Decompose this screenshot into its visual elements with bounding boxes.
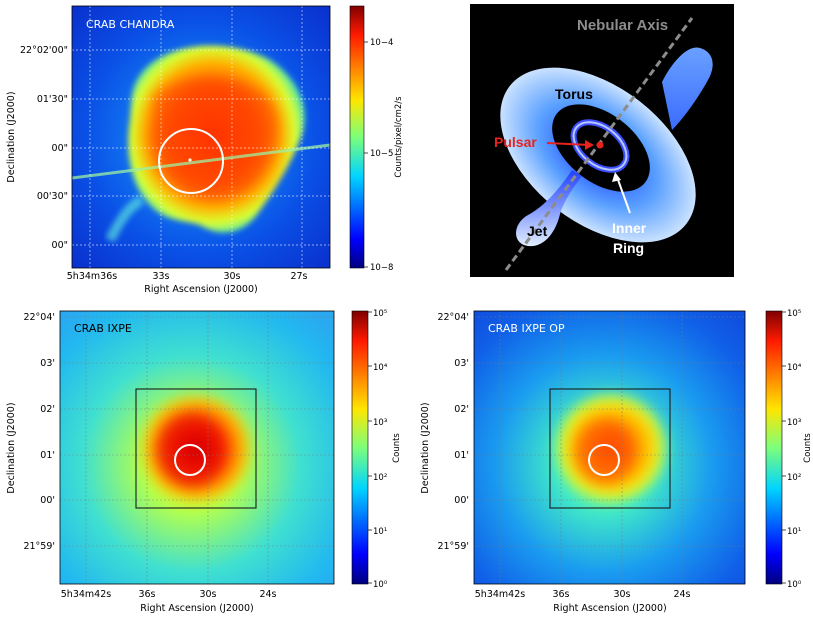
chandra-colorbar xyxy=(349,5,365,269)
ixpe-cb-tick: 10³ xyxy=(373,418,387,428)
chandra-xtick: 5h34m36s xyxy=(67,271,117,282)
ixpe-xtick: 5h34m42s xyxy=(61,589,111,600)
ixpe-xlabel: Right Ascension (J2000) xyxy=(140,603,253,614)
inner-ring-label-line2: Ring xyxy=(613,240,644,256)
chandra-ytick: 01'30" xyxy=(37,94,68,105)
pulsar-point xyxy=(188,158,192,162)
chandra-xticks: 5h34m36s 33s 30s 27s xyxy=(67,271,308,282)
chandra-title: CRAB CHANDRA xyxy=(86,18,175,31)
pulsar-arrow xyxy=(546,142,591,146)
ixpe-cb-tick: 10¹ xyxy=(373,527,387,537)
chandra-colorbar-label: Counts/pixel/cm2/s xyxy=(394,96,404,178)
ixpe-op-image xyxy=(474,311,745,584)
pulsar-label: Pulsar xyxy=(494,134,537,150)
ixpe-op-xtick: 24s xyxy=(673,589,690,600)
inner-ring-arrow xyxy=(616,176,631,214)
ixpe-xtick: 24s xyxy=(259,589,276,600)
chandra-cb-tick: 10−4 xyxy=(370,38,393,48)
pulsar-dot xyxy=(596,141,604,149)
ixpe-image xyxy=(60,311,334,584)
ixpe-xtick: 30s xyxy=(199,589,216,600)
chandra-cb-tick: 10−8 xyxy=(370,263,393,273)
ixpe-op-cb-tick: 10⁵ xyxy=(787,309,801,319)
ixpe-ytick: 22°04' xyxy=(23,312,55,323)
chandra-ytick: 00" xyxy=(52,240,68,251)
ixpe-colorbar xyxy=(351,310,369,585)
ixpe-cb-tick: 10⁴ xyxy=(373,363,388,373)
ixpe-ytick: 01' xyxy=(40,450,55,461)
ixpe-op-xtick: 36s xyxy=(552,589,569,600)
ixpe-op-ytick: 21°59' xyxy=(437,541,469,552)
ixpe-cb-tick: 10⁰ xyxy=(373,580,388,590)
ixpe-ytick: 02' xyxy=(40,404,55,415)
chandra-ytick: 00" xyxy=(52,143,68,154)
ixpe-op-ytick: 03' xyxy=(454,358,469,369)
ixpe-yticks: 22°04' 03' 02' 01' 00' 21°59' xyxy=(23,312,55,552)
schematic-panel: Nebular Axis Torus Pulsar Jet Inner Ring xyxy=(470,4,734,277)
ixpe-xtick: 36s xyxy=(138,589,155,600)
ixpe-ytick: 03' xyxy=(40,358,55,369)
ixpe-op-cb-tick: 10³ xyxy=(787,418,801,428)
ixpe-op-cb-tick: 10² xyxy=(787,473,801,483)
jet-label: Jet xyxy=(527,223,548,239)
ixpe-op-cb-tick: 10¹ xyxy=(787,527,801,537)
ixpe-op-xlabel: Right Ascension (J2000) xyxy=(553,603,666,614)
ixpe-colorbar-label: Counts xyxy=(392,433,402,463)
ixpe-op-colorbar-label: Counts xyxy=(803,433,813,463)
ixpe-op-circle-region xyxy=(588,444,620,476)
ixpe-op-xtick: 5h34m42s xyxy=(475,589,525,600)
ixpe-op-cb-tick: 10⁴ xyxy=(787,363,802,373)
upper-jet xyxy=(662,47,713,130)
chandra-xtick: 27s xyxy=(290,271,307,282)
ixpe-circle-region xyxy=(174,444,206,476)
ixpe-box-region xyxy=(135,388,257,509)
ixpe-grid xyxy=(60,311,334,584)
ixpe-ytick: 00' xyxy=(40,495,55,506)
ixpe-op-colorbar xyxy=(765,310,783,585)
ixpe-op-ytick: 22°04' xyxy=(437,312,469,323)
chandra-yticks: 22°02'00" 01'30" 00" 00'30" 00" xyxy=(20,45,68,251)
chandra-ylabel: Declination (J2000) xyxy=(6,91,17,182)
ixpe-op-xtick: 30s xyxy=(613,589,630,600)
chandra-xlabel: Right Ascension (J2000) xyxy=(144,284,257,295)
inner-ring-label-line1: Inner xyxy=(612,220,647,236)
torus-label: Torus xyxy=(555,86,593,102)
chandra-ytick: 00'30" xyxy=(37,191,68,202)
ixpe-op-grid xyxy=(474,311,745,584)
ixpe-op-ylabel: Declination (J2000) xyxy=(420,402,431,493)
ixpe-cb-tick: 10² xyxy=(373,473,387,483)
ixpe-op-title: CRAB IXPE OP xyxy=(488,322,565,335)
ixpe-op-box-region xyxy=(549,388,671,509)
chandra-xtick: 33s xyxy=(152,271,169,282)
ixpe-op-cb-tick: 10⁰ xyxy=(787,580,802,590)
ixpe-op-ytick: 00' xyxy=(454,495,469,506)
ixpe-title: CRAB IXPE xyxy=(74,322,132,335)
ixpe-xticks: 5h34m42s 36s 30s 24s xyxy=(61,589,277,600)
ixpe-op-ytick: 02' xyxy=(454,404,469,415)
chandra-region-circle xyxy=(158,128,224,194)
chandra-image xyxy=(72,6,330,268)
ixpe-ylabel: Declination (J2000) xyxy=(6,402,17,493)
chandra-xtick: 30s xyxy=(223,271,240,282)
ixpe-op-ytick: 01' xyxy=(454,450,469,461)
ixpe-op-xticks: 5h34m42s 36s 30s 24s xyxy=(475,589,691,600)
ixpe-ytick: 21°59' xyxy=(23,541,55,552)
chandra-ytick: 22°02'00" xyxy=(20,45,68,56)
chandra-cb-tick: 10−5 xyxy=(370,149,393,159)
ixpe-cb-tick: 10⁵ xyxy=(373,309,387,319)
ixpe-op-yticks: 22°04' 03' 02' 01' 00' 21°59' xyxy=(437,312,469,552)
ixpe-panel: CRAB IXPE 5h34m42s 36s 30s 24s Right Asc… xyxy=(6,309,402,614)
ixpe-op-panel: CRAB IXPE OP 5h34m42s 36s 30s 24s Right … xyxy=(420,309,813,614)
chandra-panel: CRAB CHANDRA 5h34m36s 33s 30s 27s Right … xyxy=(6,5,404,295)
chandra-grid xyxy=(72,6,330,268)
nebular-axis-label: Nebular Axis xyxy=(577,17,668,34)
